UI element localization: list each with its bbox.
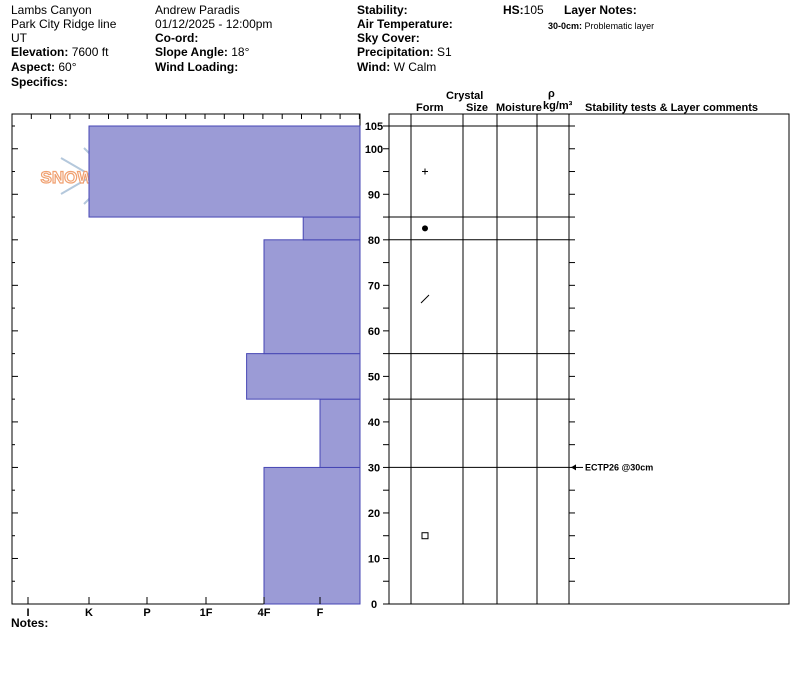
depth-tick-label: 40 xyxy=(368,417,380,429)
hardness-bar xyxy=(88,125,361,218)
hardness-bar xyxy=(302,216,361,241)
depth-tick-label: 105 xyxy=(365,121,383,133)
moisture-header: Moisture xyxy=(496,102,542,114)
hardness-tick-label: I xyxy=(26,607,29,619)
hardness-tick-label: 1F xyxy=(200,607,213,619)
stability: Stability: xyxy=(357,3,408,17)
hardness-tick-label: F xyxy=(317,607,324,619)
depth-tick-label: 20 xyxy=(368,508,380,520)
crystal-header: Crystal xyxy=(446,90,484,102)
state: UT xyxy=(11,31,27,45)
depth-tick-label: 30 xyxy=(368,462,380,474)
depth-tick-label: 60 xyxy=(368,326,380,338)
rho-header: ρ xyxy=(548,88,555,100)
hardness-tick-label: P xyxy=(143,607,150,619)
stability-test-markers: ECTP26 @30cm xyxy=(571,462,653,472)
precipitation-particle-icon xyxy=(422,168,428,175)
depth-tick-label: 10 xyxy=(368,553,380,565)
wind-loading: Wind Loading: xyxy=(155,60,239,74)
melt-form-icon xyxy=(422,225,428,232)
notes-label: Notes: xyxy=(11,616,49,630)
air-temperature: Air Temperature: xyxy=(357,17,453,31)
arrow-head-icon xyxy=(571,464,576,471)
area-name: Park City Ridge line xyxy=(11,17,117,31)
faceted-crystal-icon xyxy=(421,532,429,540)
depth-tick-label: 70 xyxy=(368,280,380,292)
hardness-bar xyxy=(319,398,361,468)
layer-note: 30-0cm: Problematic layer xyxy=(548,21,655,31)
stratigraphy-table-frame xyxy=(388,113,790,605)
grain-forms xyxy=(420,168,430,540)
hardness-tick-label: 4F xyxy=(258,607,271,619)
depth-tick-label: 100 xyxy=(365,144,383,156)
aspect: Aspect: 60° xyxy=(11,60,77,74)
observer: Andrew Paradis xyxy=(155,3,240,17)
wind: Wind: W Calm xyxy=(357,60,437,74)
layer-notes-title: Layer Notes: xyxy=(564,3,637,17)
hardness-axis: I K P 1F 4F F xyxy=(11,114,360,619)
depth-tick-label: 50 xyxy=(368,371,380,383)
sky-cover: Sky Cover: xyxy=(357,31,420,45)
depth-tick-label: 0 xyxy=(371,599,377,611)
hardness-bar xyxy=(263,239,361,355)
stability-tests-header: Stability tests & Layer comments xyxy=(585,102,759,114)
depth-axis: 0 10 20 30 40 50 60 70 80 90 100 105 xyxy=(12,121,575,611)
decomposing-particle-icon xyxy=(420,294,430,304)
location-name: Lambs Canyon xyxy=(11,3,92,17)
date-time: 01/12/2025 - 12:00pm xyxy=(155,17,273,31)
slope-angle: Slope Angle: 18° xyxy=(155,45,250,59)
coordinates: Co-ord: xyxy=(155,31,199,45)
depth-tick-label: 90 xyxy=(368,189,380,201)
form-header: Form xyxy=(416,102,444,114)
hardness-bar xyxy=(263,466,361,605)
density-unit-header: kg/m³ xyxy=(543,100,573,112)
size-header: Size xyxy=(466,102,489,114)
depth-tick-label: 80 xyxy=(368,235,380,247)
hardness-bar xyxy=(246,353,361,400)
snow-height: HS:105 xyxy=(503,3,544,17)
specifics: Specifics: xyxy=(11,75,68,89)
hardness-tick-label: K xyxy=(85,607,93,619)
table-column-lines xyxy=(410,114,570,604)
elevation: Elevation: 7600 ft xyxy=(11,45,109,59)
hardness-bars xyxy=(88,125,361,605)
precipitation: Precipitation: S1 xyxy=(357,45,452,59)
layer-boundaries xyxy=(389,125,569,468)
stability-test-label: ECTP26 @30cm xyxy=(585,462,653,472)
